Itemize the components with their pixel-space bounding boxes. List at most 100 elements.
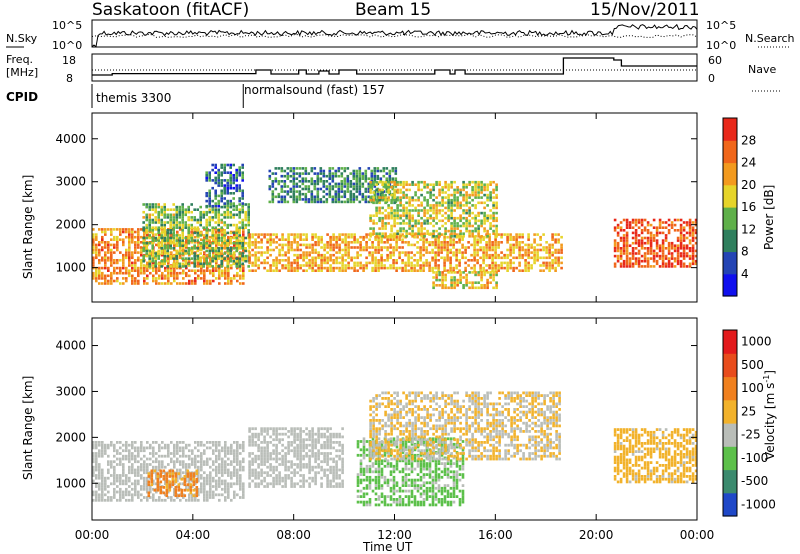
- echo-cell: [480, 188, 483, 192]
- echo-cell: [220, 184, 223, 187]
- echo-cell: [191, 463, 194, 466]
- echo-cell: [217, 199, 220, 203]
- echo-cell: [542, 264, 545, 267]
- echo-cell: [266, 430, 269, 433]
- echo-cell: [101, 235, 104, 239]
- echo-cell: [634, 231, 638, 235]
- echo-cell: [131, 498, 134, 502]
- echo-cell: [239, 487, 242, 491]
- echo-cell: [173, 460, 176, 464]
- echo-cell: [116, 279, 119, 283]
- echo-cell: [340, 172, 344, 175]
- echo-cell: [492, 191, 495, 194]
- echo-cell: [367, 187, 371, 191]
- echo-cell: [154, 218, 157, 222]
- echo-cell: [269, 243, 272, 247]
- echo-cell: [389, 243, 392, 247]
- echo-cell: [266, 251, 269, 254]
- echo-cell: [399, 191, 402, 194]
- echo-cell: [402, 206, 405, 210]
- echo-cell: [101, 282, 104, 285]
- echo-cell: [119, 452, 122, 455]
- colorbar-tick-label: 12: [741, 222, 756, 236]
- echo-cell: [643, 247, 647, 250]
- echo-cell: [682, 262, 686, 266]
- echo-cell: [323, 246, 326, 249]
- echo-cell: [92, 251, 95, 254]
- echo-cell: [503, 233, 506, 236]
- echo-cell: [435, 183, 438, 186]
- echo-cell: [220, 259, 223, 263]
- echo-cell: [161, 485, 164, 488]
- echo-cell: [268, 200, 272, 204]
- echo-cell: [214, 254, 217, 258]
- echo-cell: [492, 271, 495, 274]
- echo-cell: [281, 259, 284, 262]
- echo-cell: [152, 274, 155, 278]
- echo-cell: [479, 264, 482, 267]
- echo-cell: [190, 234, 193, 237]
- echo-cell: [218, 452, 221, 455]
- echo-cell: [447, 188, 450, 192]
- echo-cell: [548, 269, 551, 272]
- echo-cell: [304, 167, 308, 170]
- echo-cell: [399, 214, 402, 217]
- echo-cell: [242, 457, 245, 461]
- echo-cell: [165, 483, 169, 487]
- echo-cell: [479, 246, 482, 249]
- echo-cell: [214, 210, 217, 214]
- echo-cell: [554, 233, 557, 236]
- echo-cell: [429, 206, 432, 210]
- echo-cell: [661, 252, 665, 255]
- echo-cell: [616, 234, 620, 237]
- echo-cell: [420, 235, 423, 238]
- echo-cell: [146, 457, 149, 461]
- echo-cell: [215, 457, 218, 461]
- echo-cell: [395, 246, 398, 249]
- echo-cell: [422, 264, 425, 267]
- echo-cell: [119, 457, 122, 461]
- echo-cell: [122, 243, 125, 247]
- echo-cell: [524, 261, 527, 265]
- echo-cell: [188, 463, 191, 466]
- echo-cell: [260, 241, 263, 244]
- echo-cell: [248, 482, 251, 486]
- echo-cell: [533, 256, 536, 260]
- echo-cell: [551, 253, 554, 257]
- echo-cell: [322, 200, 326, 204]
- echo-cell: [172, 223, 175, 227]
- echo-cell: [161, 446, 164, 450]
- echo-cell: [337, 192, 341, 196]
- echo-cell: [450, 216, 453, 220]
- echo-cell: [113, 460, 116, 464]
- echo-cell: [371, 243, 374, 247]
- echo-cell: [453, 222, 456, 225]
- echo-cell: [235, 179, 238, 182]
- echo-cell: [208, 197, 211, 200]
- echo-cell: [191, 279, 194, 283]
- echo-cell: [229, 179, 232, 182]
- echo-cell: [459, 201, 462, 205]
- echo-cell: [161, 228, 164, 231]
- echo-cell: [217, 208, 220, 211]
- echo-cell: [218, 482, 221, 486]
- echo-cell: [287, 235, 290, 239]
- echo-cell: [485, 251, 488, 254]
- echo-cell: [162, 491, 166, 495]
- echo-cell: [116, 235, 119, 239]
- echo-cell: [203, 279, 206, 283]
- echo-cell: [241, 179, 244, 182]
- echo-cell: [172, 208, 175, 211]
- echo-cell: [402, 180, 405, 184]
- echo-cell: [353, 241, 356, 244]
- echo-cell: [375, 222, 378, 225]
- echo-cell: [631, 247, 635, 250]
- echo-cell: [238, 166, 241, 169]
- echo-cell: [346, 167, 350, 170]
- echo-cell: [232, 231, 235, 235]
- echo-cell: [167, 271, 170, 275]
- echo-cell: [92, 238, 95, 241]
- echo-cell: [187, 247, 190, 250]
- echo-cell: [385, 177, 389, 180]
- echo-cell: [149, 266, 152, 270]
